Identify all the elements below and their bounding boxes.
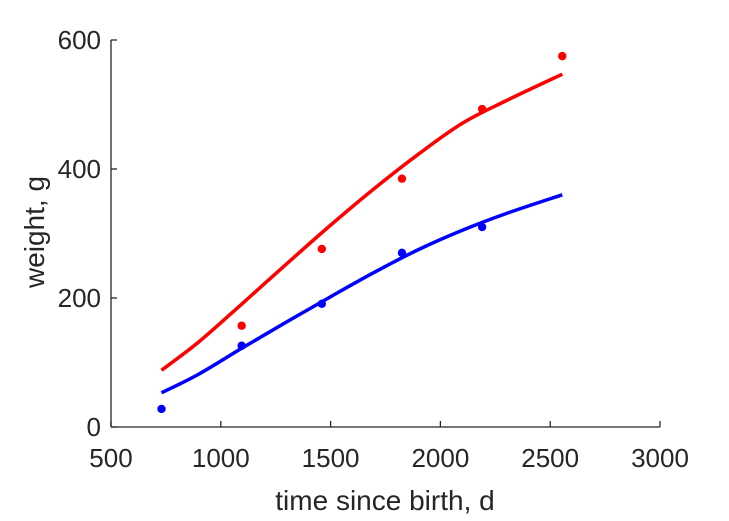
axes: 500 1000 1500 2000 2500 3000 0 200 400 600: [58, 25, 689, 473]
y-tick-label: 400: [58, 154, 101, 184]
fit-lines: [160, 72, 564, 395]
data-point-blue: [477, 222, 487, 232]
x-tick-label: 3000: [631, 443, 689, 473]
data-point-red: [317, 244, 327, 254]
data-point-blue: [317, 299, 327, 309]
y-tick-label: 600: [58, 25, 101, 55]
data-point-red: [477, 104, 487, 114]
data-point-red: [397, 174, 407, 183]
data-point-blue: [157, 404, 166, 414]
y-tick-label: 0: [87, 412, 101, 442]
x-axis-title: time since birth, d: [275, 485, 494, 516]
y-axis-title: weight, g: [19, 176, 50, 289]
fit-line-red: [160, 72, 564, 372]
data-points: [157, 51, 567, 414]
data-point-blue: [397, 248, 407, 258]
data-point-red: [558, 51, 567, 61]
x-tick-label: 1000: [192, 443, 250, 473]
x-tick-label: 2000: [411, 443, 469, 473]
fit-line-blue: [160, 193, 563, 395]
data-point-red: [237, 321, 246, 330]
y-tick-label: 200: [58, 283, 101, 313]
x-tick-label: 500: [89, 443, 132, 473]
data-point-blue: [237, 341, 246, 350]
x-tick-label: 1500: [302, 443, 360, 473]
x-tick-label: 2500: [521, 443, 579, 473]
